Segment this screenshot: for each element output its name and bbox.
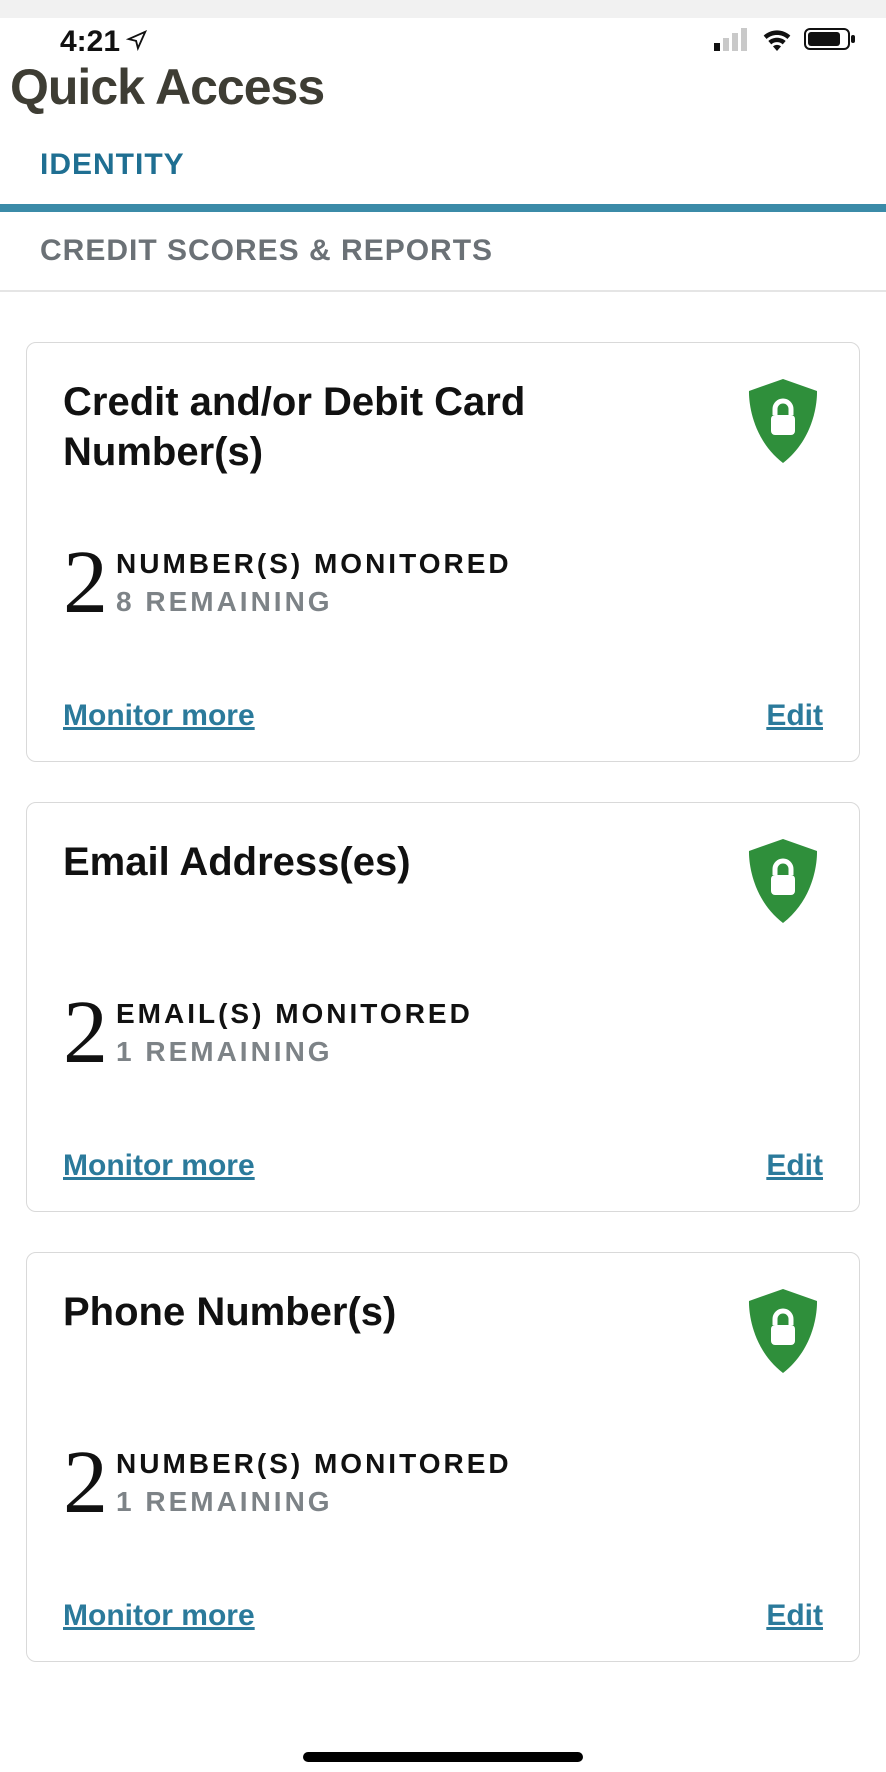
card-header: Credit and/or Debit Card Number(s) [63,377,823,477]
edit-link[interactable]: Edit [766,1149,823,1183]
edit-link[interactable]: Edit [766,699,823,733]
monitor-more-link[interactable]: Monitor more [63,1149,255,1183]
content: Credit and/or Debit Card Number(s) 2 NUM… [0,292,886,1662]
status-time: 4:21 [60,25,120,59]
tab-credit-scores[interactable]: CREDIT SCORES & REPORTS [0,212,886,292]
card-body: 2 NUMBER(S) MONITORED 1 REMAINING [63,1447,823,1519]
monitored-label: NUMBER(S) MONITORED [116,548,512,580]
remaining-label: 1 REMAINING [116,1036,473,1068]
status-left: 4:21 [60,25,148,59]
card-header: Phone Number(s) [63,1287,823,1377]
card-title: Phone Number(s) [63,1287,396,1337]
card-credit-debit: Credit and/or Debit Card Number(s) 2 NUM… [26,342,860,762]
monitor-more-link[interactable]: Monitor more [63,699,255,733]
card-title: Credit and/or Debit Card Number(s) [63,377,583,477]
card-email: Email Address(es) 2 EMAIL(S) MONITORED 1… [26,802,860,1212]
monitored-label: EMAIL(S) MONITORED [116,998,473,1030]
home-indicator [303,1752,583,1762]
wifi-icon [760,25,794,59]
page-title: Quick Access [0,58,886,126]
monitored-count: 2 [63,547,108,619]
card-header: Email Address(es) [63,837,823,927]
body-text: NUMBER(S) MONITORED 1 REMAINING [116,1448,512,1518]
shield-lock-icon [743,377,823,467]
tab-identity[interactable]: IDENTITY [0,126,886,212]
status-right [714,25,856,59]
monitored-label: NUMBER(S) MONITORED [116,1448,512,1480]
card-title: Email Address(es) [63,837,411,887]
battery-icon [804,25,856,59]
card-phone: Phone Number(s) 2 NUMBER(S) MONITORED 1 … [26,1252,860,1662]
location-arrow-icon [126,25,148,59]
tabs: IDENTITY CREDIT SCORES & REPORTS [0,126,886,292]
cellular-signal-icon [714,25,750,59]
body-text: EMAIL(S) MONITORED 1 REMAINING [116,998,473,1068]
monitored-count: 2 [63,1447,108,1519]
card-footer: Monitor more Edit [63,1149,823,1183]
card-body: 2 NUMBER(S) MONITORED 8 REMAINING [63,547,823,619]
shield-lock-icon [743,837,823,927]
card-footer: Monitor more Edit [63,1599,823,1633]
remaining-label: 1 REMAINING [116,1486,512,1518]
monitored-count: 2 [63,997,108,1069]
status-bar: 4:21 [0,18,886,58]
top-grey-bar [0,0,886,18]
edit-link[interactable]: Edit [766,1599,823,1633]
body-text: NUMBER(S) MONITORED 8 REMAINING [116,548,512,618]
remaining-label: 8 REMAINING [116,586,512,618]
card-body: 2 EMAIL(S) MONITORED 1 REMAINING [63,997,823,1069]
card-footer: Monitor more Edit [63,699,823,733]
monitor-more-link[interactable]: Monitor more [63,1599,255,1633]
shield-lock-icon [743,1287,823,1377]
